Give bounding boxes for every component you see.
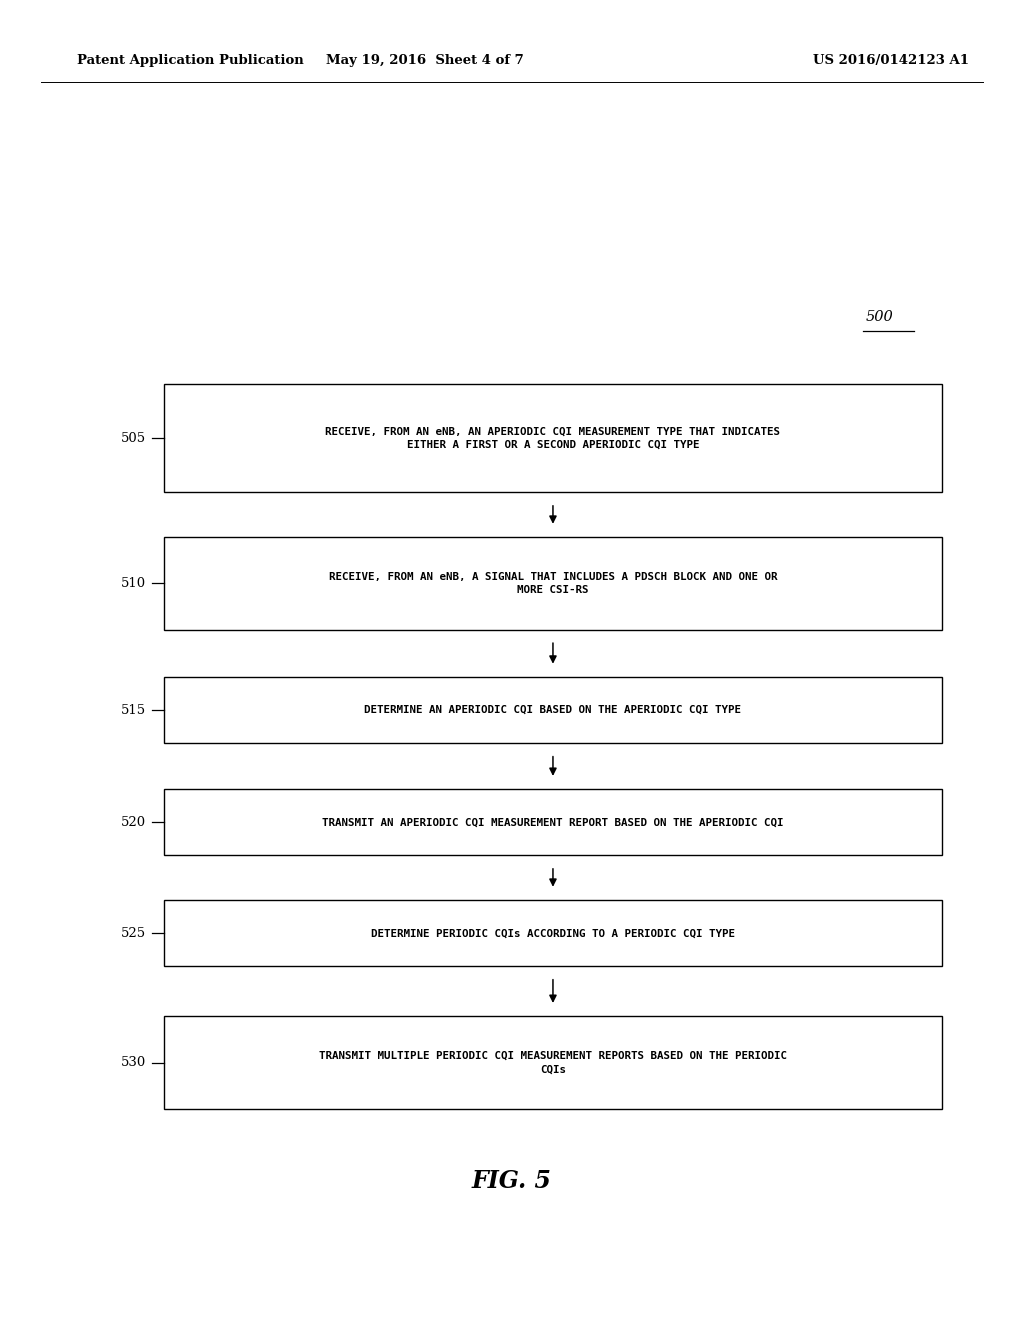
Text: 500: 500 [865,310,893,323]
Text: Patent Application Publication: Patent Application Publication [77,54,303,67]
Bar [164,789,942,855]
Text: TRANSMIT AN APERIODIC CQI MEASUREMENT REPORT BASED ON THE APERIODIC CQI: TRANSMIT AN APERIODIC CQI MEASUREMENT RE… [323,817,783,828]
Text: May 19, 2016  Sheet 4 of 7: May 19, 2016 Sheet 4 of 7 [326,54,524,67]
Text: RECEIVE, FROM AN eNB, A SIGNAL THAT INCLUDES A PDSCH BLOCK AND ONE OR
MORE CSI-R: RECEIVE, FROM AN eNB, A SIGNAL THAT INCL… [329,572,777,595]
Bar [164,537,942,630]
Text: 520: 520 [121,816,146,829]
Bar [164,1016,942,1109]
Text: TRANSMIT MULTIPLE PERIODIC CQI MEASUREMENT REPORTS BASED ON THE PERIODIC
CQIs: TRANSMIT MULTIPLE PERIODIC CQI MEASUREME… [318,1051,787,1074]
Text: FIG. 5: FIG. 5 [472,1170,552,1193]
Text: DETERMINE AN APERIODIC CQI BASED ON THE APERIODIC CQI TYPE: DETERMINE AN APERIODIC CQI BASED ON THE … [365,705,741,715]
Text: 505: 505 [121,432,146,445]
Text: US 2016/0142123 A1: US 2016/0142123 A1 [813,54,969,67]
Bar [164,384,942,492]
Text: 515: 515 [121,704,146,717]
Text: RECEIVE, FROM AN eNB, AN APERIODIC CQI MEASUREMENT TYPE THAT INDICATES
EITHER A : RECEIVE, FROM AN eNB, AN APERIODIC CQI M… [326,426,780,450]
Text: 530: 530 [121,1056,146,1069]
Bar [164,677,942,743]
Text: DETERMINE PERIODIC CQIs ACCORDING TO A PERIODIC CQI TYPE: DETERMINE PERIODIC CQIs ACCORDING TO A P… [371,928,735,939]
Bar [164,900,942,966]
Text: 525: 525 [121,927,146,940]
Text: 510: 510 [121,577,146,590]
